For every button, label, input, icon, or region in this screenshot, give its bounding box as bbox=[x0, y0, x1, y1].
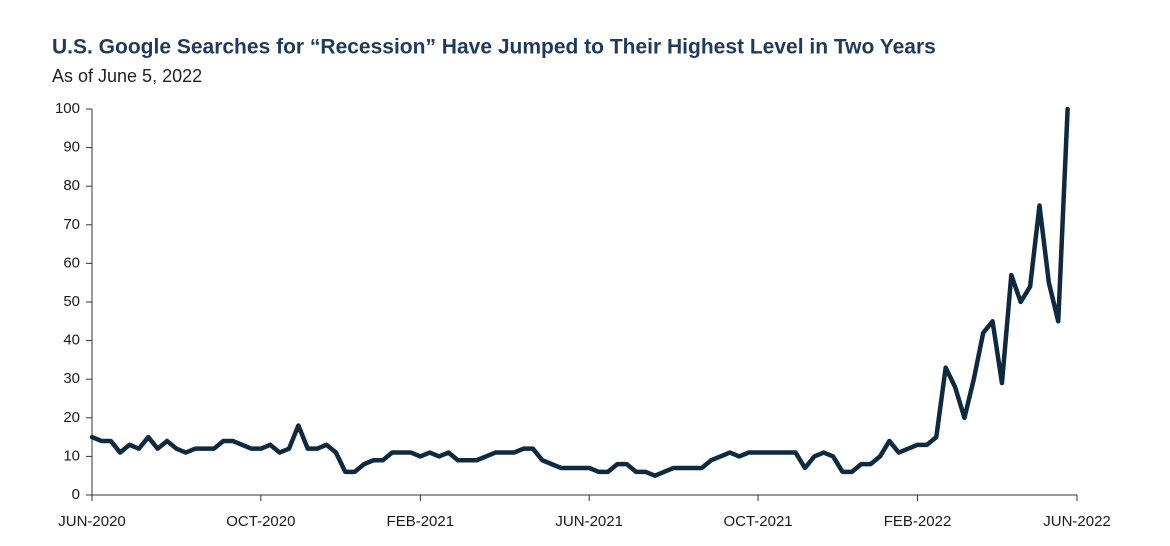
x-tick-label: FEB-2021 bbox=[387, 513, 455, 530]
y-tick-label: 50 bbox=[63, 293, 80, 310]
y-tick-label: 100 bbox=[55, 100, 80, 117]
x-tick-label: OCT-2020 bbox=[226, 513, 295, 530]
y-tick-label: 10 bbox=[63, 447, 80, 464]
x-tick-label: FEB-2022 bbox=[884, 513, 952, 530]
y-tick-label: 20 bbox=[63, 409, 80, 426]
chart-subtitle: As of June 5, 2022 bbox=[52, 66, 202, 86]
x-tick-label: JUN-2020 bbox=[58, 513, 126, 530]
y-tick-label: 0 bbox=[72, 486, 80, 503]
x-tick-label: JUN-2021 bbox=[555, 513, 623, 530]
y-tick-label: 70 bbox=[63, 216, 80, 233]
y-tick-label: 30 bbox=[63, 370, 80, 387]
x-tick-label: JUN-2022 bbox=[1043, 513, 1111, 530]
y-tick-label: 40 bbox=[63, 332, 80, 349]
y-tick-label: 80 bbox=[63, 177, 80, 194]
x-tick-label: OCT-2021 bbox=[723, 513, 792, 530]
y-tick-label: 60 bbox=[63, 254, 80, 271]
line-series bbox=[89, 106, 1070, 478]
y-tick-label: 90 bbox=[63, 139, 80, 156]
chart-title: U.S. Google Searches for “Recession” Hav… bbox=[52, 36, 936, 59]
